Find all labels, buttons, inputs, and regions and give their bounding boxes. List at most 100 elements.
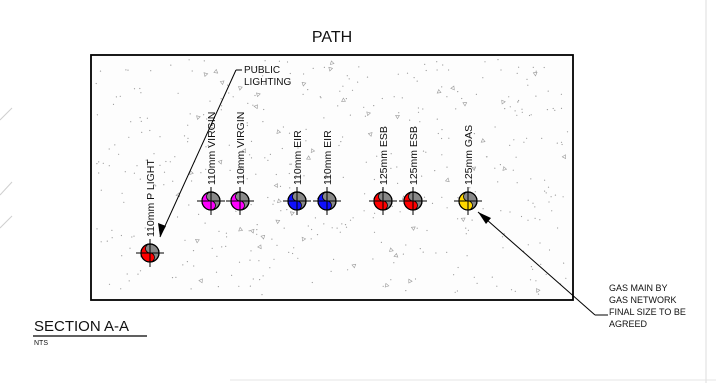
hatch-dot (220, 109, 222, 111)
hatch-triangle (306, 155, 311, 160)
hatch-dot (261, 294, 263, 296)
hatch-dot (349, 114, 351, 116)
hatch-dot (289, 72, 291, 75)
hatch-dot (131, 236, 133, 238)
hatch-dot (330, 270, 332, 272)
hatch-dot (279, 185, 282, 187)
hatch-dot (140, 92, 142, 94)
hatch-dot (532, 66, 534, 68)
hatch-dot (482, 77, 484, 79)
hatch-dot (518, 66, 520, 68)
hatch-dot (96, 228, 98, 230)
hatch-dot (537, 293, 540, 295)
hatch-dot (118, 153, 120, 155)
hatch-dot (509, 106, 511, 108)
hatch-triangle (196, 115, 201, 120)
hatch-triangle (561, 154, 566, 160)
hatch-dot (121, 192, 123, 194)
hatch-dot (238, 261, 241, 263)
hatch-dot (220, 98, 222, 100)
hatch-dot (357, 81, 359, 83)
hatch-dot (373, 178, 375, 181)
section-title: SECTION A-A (34, 318, 129, 335)
hatch-dot (393, 96, 395, 98)
hatch-dot (527, 244, 529, 246)
hatch-dot (127, 69, 129, 71)
hatch-triangle (480, 138, 486, 143)
hatch-triangle (393, 252, 399, 258)
hatch-dot (203, 60, 205, 62)
public-lighting-line-1: PUBLIC (244, 65, 280, 76)
hatch-dot (508, 96, 510, 98)
hatch-dot (256, 229, 258, 231)
hatch-dot (163, 171, 166, 173)
hatch-dot (115, 96, 117, 98)
hatch-dot (200, 172, 202, 174)
hatch-dot (250, 157, 253, 159)
hatch-dot (188, 204, 190, 206)
hatch-dot (303, 73, 305, 75)
hatch-dot (255, 66, 257, 68)
hatch-dot (228, 92, 230, 94)
hatch-dot (249, 259, 251, 261)
hatch-triangle (301, 82, 307, 87)
hatch-dot (514, 290, 516, 292)
hatch-dot (502, 247, 504, 249)
hatch-dot (398, 112, 400, 114)
hatch-dot (150, 70, 152, 72)
hatch-dot (465, 227, 467, 229)
hatch-dot (344, 224, 347, 226)
hatch-dot (171, 277, 174, 279)
hatch-dot (373, 105, 375, 107)
hatch-dot (175, 276, 177, 278)
hatch-dot (352, 217, 354, 219)
hatch-triangle (219, 80, 225, 86)
hatch-dot (566, 131, 569, 133)
hatch-dot (441, 86, 443, 88)
concrete-section (90, 54, 574, 301)
hatch-dot (422, 251, 424, 253)
hatch-dot (320, 97, 322, 99)
hatch-dot (457, 91, 459, 93)
hatch-dot (497, 59, 499, 61)
hatch-dot (346, 75, 348, 77)
hatch-dot (154, 184, 156, 186)
hatch-dot (282, 126, 284, 128)
hatch-dot (316, 234, 319, 236)
hatch-dot (552, 107, 554, 110)
hatch-triangle (532, 72, 538, 77)
hatch-dot (159, 136, 161, 138)
hatch-triangle (323, 174, 329, 179)
hatch-dot (139, 270, 142, 272)
hatch-dot (252, 278, 254, 280)
hatch-dot (406, 72, 409, 74)
hatch-dot (554, 194, 557, 196)
hatch-dot (437, 132, 439, 135)
hatch-dot (376, 155, 378, 157)
hatch-dot (347, 269, 349, 271)
hatch-triangle (241, 148, 246, 154)
hatch-dot (286, 61, 289, 63)
hatch-dot (271, 238, 273, 240)
hatch-dot (297, 257, 299, 259)
hatch-dot (250, 140, 253, 142)
hatch-triangle (257, 244, 262, 250)
duct-8: 125mm GAS (454, 125, 482, 215)
hatch-dot (382, 285, 384, 287)
hatch-dot (225, 232, 227, 234)
hatch-dot (163, 184, 165, 186)
hatch-dot (307, 89, 309, 91)
hatch-dot (562, 196, 564, 198)
hatch-dot (256, 233, 258, 235)
hatch-triangle (260, 234, 266, 240)
hatch-dot (521, 111, 523, 113)
hatch-dot (177, 92, 179, 94)
hatch-dot (323, 117, 325, 119)
hatch-triangle (462, 102, 468, 107)
hatch-dot (250, 204, 252, 206)
hatch-dot (111, 229, 113, 231)
hatch-dot (516, 182, 518, 184)
hatch-dot (292, 252, 294, 255)
hatch-dot (297, 147, 299, 149)
hatch-triangle (328, 66, 334, 72)
